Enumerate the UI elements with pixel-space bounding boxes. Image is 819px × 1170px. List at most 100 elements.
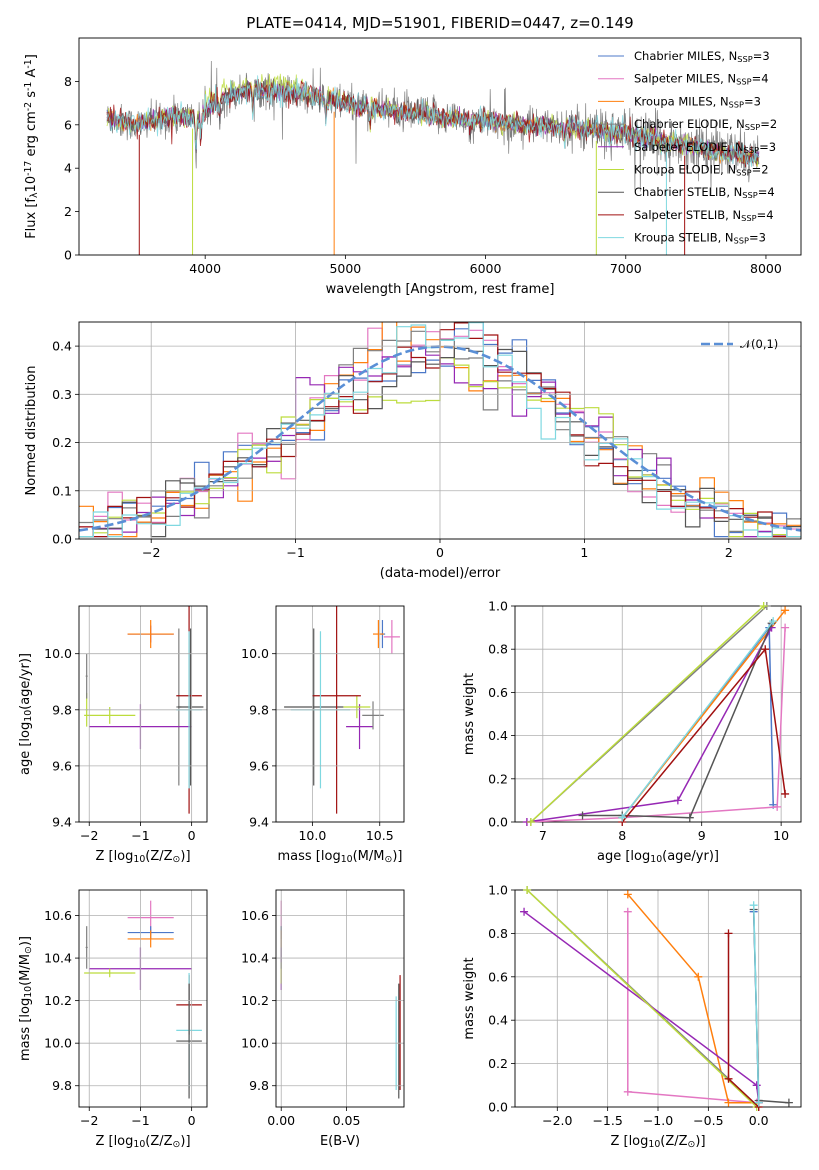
weight-marker (618, 813, 627, 822)
y-tick-label: 0.0 (488, 1100, 508, 1115)
y-tick-label: 2 (64, 204, 72, 219)
x-tick-label: −2 (80, 828, 98, 843)
axes-frame (78, 37, 802, 256)
chart-mass_vs_Z: −2 −1 0 9.8 10.0 10.2 10.4 10.6 Z [log10(Z/Z⊙)] m… (18, 889, 208, 1150)
weight-marker (685, 813, 694, 822)
weight-marker (724, 929, 733, 938)
x-tick-label: 0 (188, 828, 196, 843)
y-tick-label: 4 (64, 161, 72, 176)
y-tick-label: 0.3 (52, 387, 72, 402)
y-tick-label: 10.0 (241, 646, 269, 661)
y-tick-label: 9.4 (52, 815, 72, 830)
axes-frame (78, 321, 802, 540)
model-line-8 (106, 75, 760, 167)
x-tick-label: 8000 (750, 261, 782, 276)
x-tick-label: −1 (131, 1113, 149, 1128)
grid-age_vs_Z (79, 606, 207, 823)
x-axis-label: mass [log10(M/M⊙)] (278, 849, 403, 865)
y-tick-label: 0.0 (52, 532, 72, 547)
y-tick-label: 10.2 (44, 993, 72, 1008)
weight-marker (769, 617, 778, 626)
plot-area-mass_vs_EBV (280, 900, 401, 1099)
x-tick-label: 7000 (610, 261, 642, 276)
y-axis-label: mass weight (462, 673, 477, 755)
weight-line-2 (627, 893, 759, 1104)
legend-label: 𝒩(0,1) (740, 337, 778, 351)
grid-age_vs_mass (276, 606, 404, 823)
weight-marker (526, 818, 535, 826)
y-tick-label: 10.0 (44, 1036, 72, 1051)
legend-label: Chabrier STELIB, NSSP=4 (634, 185, 775, 200)
x-axis-label: Z [log10(Z/Z⊙)] (95, 849, 190, 865)
plot-area-spectrum (106, 60, 760, 255)
weight-line-1 (526, 627, 786, 823)
weight-line-8 (752, 905, 760, 1103)
x-tick-label: −2.0 (542, 1113, 572, 1128)
weight-marker (623, 907, 632, 916)
axes-frame (78, 889, 208, 1108)
x-tick-label: 9 (698, 828, 706, 843)
axes-frame (514, 605, 802, 823)
legend-label: Kroupa STELIB, NSSP=3 (634, 231, 766, 246)
x-axis-label: (data-model)/error (380, 566, 501, 581)
y-tick-label: 9.6 (249, 758, 269, 773)
weight-marker (724, 1074, 733, 1083)
y-tick-label: 10.2 (241, 993, 269, 1008)
weight-marker (523, 886, 532, 894)
x-tick-label: −1 (286, 545, 304, 560)
y-tick-label: 0.4 (488, 1013, 508, 1028)
axes-frame (514, 889, 802, 1108)
weight-marker (781, 606, 790, 615)
legend-label: Kroupa ELODIE, NSSP=2 (634, 163, 769, 178)
x-axis-label: wavelength [Angstrom, rest frame] (326, 282, 555, 297)
y-tick-label: 10.4 (44, 951, 72, 966)
y-tick-label: 0.2 (488, 771, 508, 786)
x-tick-label: 1 (580, 545, 588, 560)
x-tick-label: 6000 (470, 261, 502, 276)
plot-area-age_vs_mass (284, 606, 400, 814)
weight-marker (754, 1098, 763, 1107)
weight-marker (781, 623, 790, 632)
y-tick-label: 0 (64, 248, 72, 263)
x-tick-label: 10.0 (298, 828, 326, 843)
x-tick-label: −2 (142, 545, 160, 560)
grid-residuals (79, 322, 801, 540)
x-tick-label: −1.0 (643, 1113, 673, 1128)
x-axis-label: Z [log10(Z/Z⊙)] (95, 1134, 190, 1150)
chart-mass_vs_EBV: 0.00 0.05 9.8 10.0 10.2 10.4 10.6 E(B-V) (241, 889, 405, 1149)
y-tick-label: 9.8 (52, 1078, 72, 1093)
weight-marker (761, 645, 770, 654)
grid-mass_vs_Z (79, 890, 207, 1107)
x-tick-label: −1 (131, 828, 149, 843)
weight-marker (623, 1087, 632, 1096)
weight-line-1 (627, 911, 757, 1104)
legend-label: Salpeter STELIB, NSSP=4 (634, 208, 774, 223)
y-tick-label: 10.0 (241, 1036, 269, 1051)
plot-area-mass_vs_Z (84, 900, 202, 1099)
weight-marker (749, 901, 758, 910)
plot-area-age_vs_Z (84, 606, 204, 814)
x-tick-label: 0.0 (749, 1113, 769, 1128)
y-tick-label: 0.2 (52, 435, 72, 450)
y-tick-label: 10.4 (241, 951, 269, 966)
x-tick-label: −0.5 (693, 1113, 723, 1128)
axes-frame (275, 889, 405, 1108)
y-tick-label: 9.8 (52, 702, 72, 717)
y-tick-label: 9.6 (52, 758, 72, 773)
weight-marker (694, 972, 703, 981)
chart-age_vs_mass: 10.0 10.5 9.4 9.6 9.8 10.0 mass [log10(M/M⊙)] (241, 605, 405, 865)
weight-line-5 (526, 889, 758, 1108)
y-tick-label: 9.8 (249, 702, 269, 717)
y-tick-label: 10.6 (241, 908, 269, 923)
x-tick-label: 10 (773, 828, 789, 843)
y-tick-label: 0.8 (488, 926, 508, 941)
y-axis-label: Flux [fλ10-17 erg cm-2 s-1 A-1] (23, 54, 40, 239)
y-axis-label: mass [log10(M/M⊙)] (18, 936, 34, 1061)
x-tick-label: 4000 (189, 261, 221, 276)
chart-title: PLATE=0414, MJD=51901, FIBERID=0447, z=0… (246, 14, 633, 32)
x-tick-label: 7 (539, 828, 547, 843)
x-axis-label: E(B-V) (320, 1134, 360, 1149)
weight-line-8 (621, 620, 774, 819)
legend-label: Chabrier ELODIE, NSSP=2 (634, 117, 777, 132)
y-axis-label: mass weight (462, 957, 477, 1039)
